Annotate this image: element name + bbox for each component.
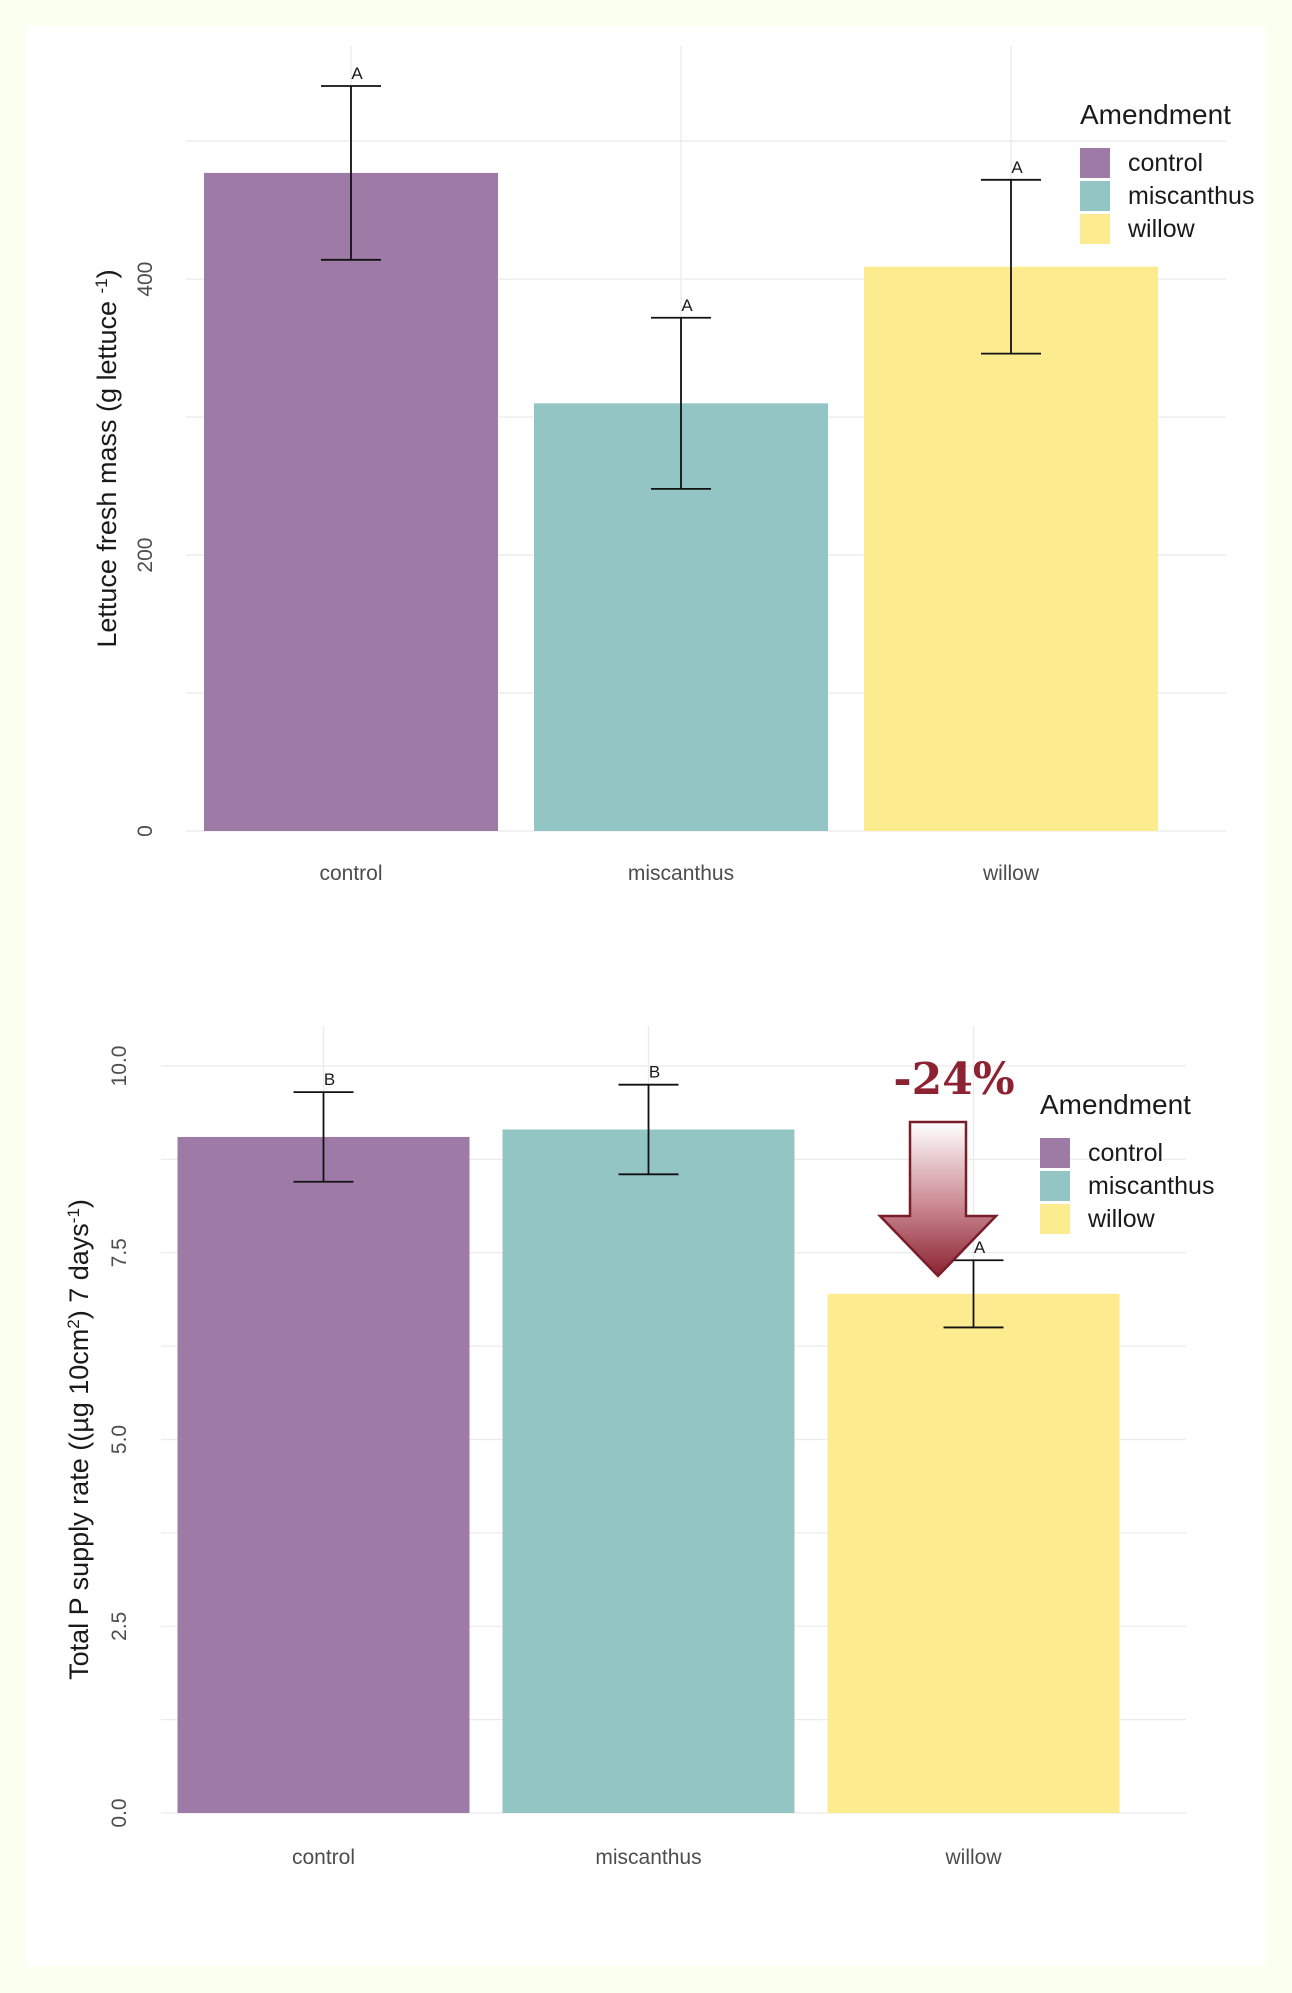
percent-change-label: -24%	[893, 1054, 1014, 1105]
error-bar-control	[293, 1091, 354, 1183]
bar-miscanthus	[502, 1129, 795, 1813]
y-tick-label: 200	[134, 538, 157, 573]
down-arrow-icon	[877, 1120, 999, 1278]
y-axis-title: Lettuce fresh mass (g lettuce -1)	[92, 269, 123, 647]
bar-control	[177, 1136, 470, 1813]
legend-swatch-willow	[1080, 214, 1110, 244]
chart-1: A A A 0 200 400 control miscanthus willow Lettuce…	[92, 46, 1254, 885]
x-tick-label: willow	[982, 862, 1040, 885]
significance-label: A	[681, 296, 693, 315]
y-tick-label: 10.0	[108, 1046, 131, 1087]
y-tick-label: 0.0	[108, 1798, 131, 1827]
y-tick-label: 0	[134, 825, 157, 837]
error-bar-willow	[981, 178, 1041, 355]
x-tick-label: miscanthus	[628, 862, 734, 885]
x-tick-label: miscanthus	[595, 1846, 701, 1869]
legend-swatch-miscanthus	[1080, 181, 1110, 211]
bar-control	[204, 172, 498, 831]
significance-label: A	[974, 1238, 986, 1257]
error-bar-miscanthus	[651, 316, 711, 490]
legend-label-miscanthus: miscanthus	[1128, 182, 1254, 210]
legend-label-miscanthus: miscanthus	[1088, 1172, 1214, 1200]
legend-swatch-control	[1040, 1138, 1070, 1168]
annotation-arrow: -24%	[877, 1054, 1015, 1278]
significance-label: A	[351, 64, 363, 83]
y-tick-label: 2.5	[108, 1612, 131, 1641]
significance-label: B	[324, 1070, 335, 1089]
x-tick-label: control	[292, 1846, 355, 1869]
x-tick-label: willow	[944, 1846, 1002, 1869]
y-tick-label: 5.0	[108, 1425, 131, 1454]
legend-swatch-control	[1080, 148, 1110, 178]
chart-2: B B A 0.0 2.5 5.0 7.5 10.0 control miscanthus will…	[64, 1026, 1214, 1869]
x-tick-label: control	[319, 862, 382, 885]
y-tick-label: 7.5	[108, 1238, 131, 1267]
charts-svg: A A A 0 200 400 control miscanthus willow Lettuce…	[64, 46, 1254, 1869]
legend-title: Amendment	[1080, 99, 1231, 130]
error-bar-control	[321, 85, 381, 261]
legend: Amendment control miscanthus willow	[1080, 99, 1254, 244]
significance-label: A	[1011, 158, 1023, 177]
legend-label-willow: willow	[1127, 215, 1196, 243]
legend-swatch-willow	[1040, 1204, 1070, 1234]
bar-willow	[827, 1293, 1120, 1813]
significance-label: B	[649, 1063, 660, 1082]
legend-swatch-miscanthus	[1040, 1171, 1070, 1201]
y-axis-title: Total P supply rate ((µg 10cm2) 7 days-1…	[64, 1199, 95, 1680]
legend-label-control: control	[1128, 149, 1203, 177]
figure-panel: A A A 0 200 400 control miscanthus willow Lettuce…	[26, 26, 1266, 1966]
legend-label-willow: willow	[1087, 1205, 1156, 1233]
legend-title: Amendment	[1040, 1089, 1191, 1120]
legend-label-control: control	[1088, 1139, 1163, 1167]
y-tick-label: 400	[134, 262, 157, 297]
error-bar-miscanthus	[618, 1083, 679, 1176]
bar-willow	[864, 266, 1158, 832]
legend: Amendment control miscanthus willow	[1040, 1089, 1214, 1234]
